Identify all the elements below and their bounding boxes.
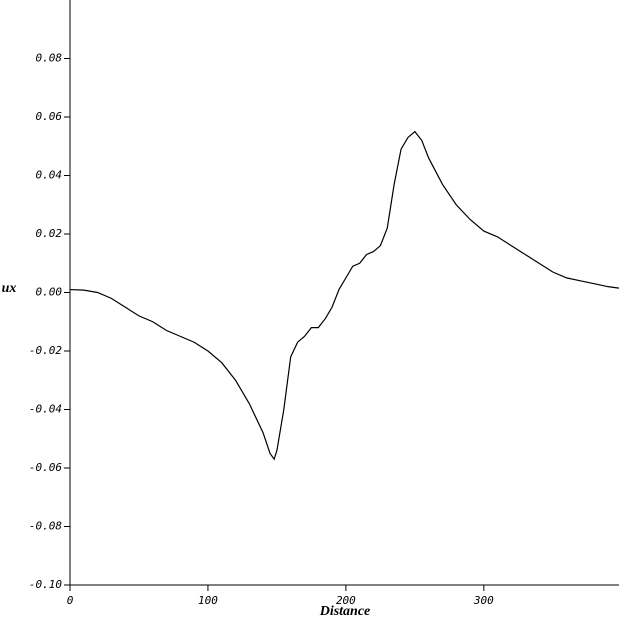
y-tick-label: -0.10 (29, 578, 62, 591)
y-tick-label: -0.08 (29, 520, 62, 533)
y-tick-label: -0.06 (29, 461, 62, 474)
x-tick-label: 200 (336, 594, 356, 607)
x-axis-title: Distance (319, 604, 371, 618)
y-tick-label: 0.02 (36, 227, 63, 240)
line-series (69, 130, 620, 461)
y-tick-label: 0.08 (36, 52, 63, 65)
x-tick-label: 300 (473, 594, 494, 607)
y-tick-label: -0.02 (29, 344, 62, 357)
x-tick-label: 100 (198, 594, 218, 607)
y-tick-label: 0.04 (36, 169, 63, 182)
y-tick-label: 0.06 (36, 110, 63, 123)
x-tick-label: 0 (67, 594, 74, 607)
y-axis-title: ux (2, 281, 17, 296)
y-tick-label: -0.04 (29, 403, 62, 416)
y-tick-label: 0.00 (36, 286, 63, 299)
